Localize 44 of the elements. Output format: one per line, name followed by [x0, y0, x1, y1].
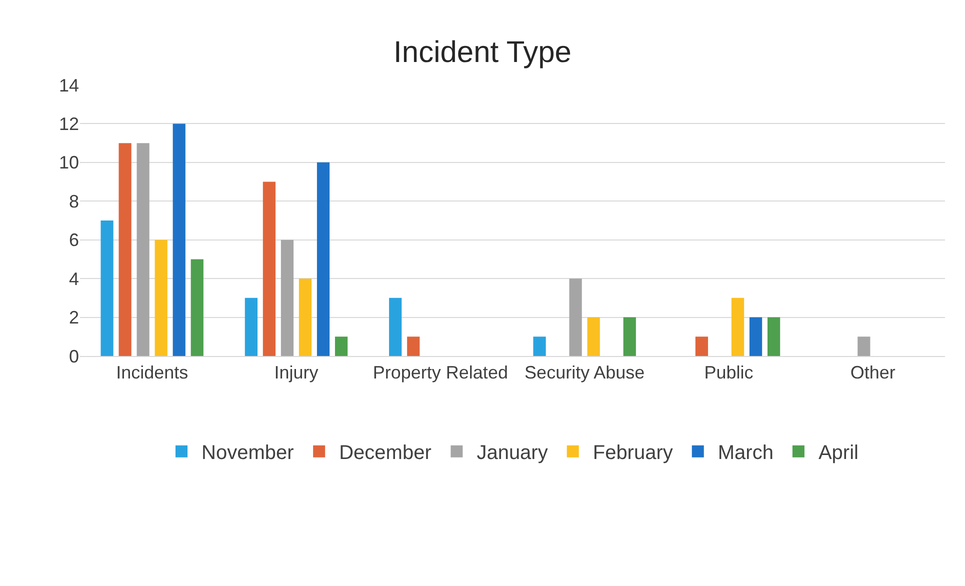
bar	[533, 336, 546, 356]
bar	[118, 143, 132, 356]
bar	[858, 336, 870, 356]
bar	[623, 317, 636, 356]
bar	[190, 259, 204, 356]
y-tick-label: 12	[58, 114, 79, 134]
bar	[172, 124, 186, 356]
y-tick-label: 6	[68, 230, 79, 250]
bar	[695, 336, 708, 356]
bar	[262, 182, 276, 356]
bar	[244, 298, 258, 356]
bar	[154, 240, 168, 356]
y-tick-label: 2	[68, 308, 79, 328]
x-tick-label: Security Abuse	[524, 362, 645, 383]
legend-label: January	[476, 442, 548, 464]
legend-label: April	[818, 442, 858, 464]
chart-title: Incident Type	[394, 36, 572, 70]
bar	[100, 220, 114, 356]
bar	[280, 240, 294, 356]
x-tick-label: Incidents	[116, 362, 188, 383]
bar	[731, 298, 744, 356]
bar	[316, 162, 330, 356]
bar	[334, 336, 348, 356]
y-tick-label: 4	[68, 268, 79, 289]
y-tick-label: 14	[58, 75, 79, 96]
bar	[407, 336, 420, 356]
x-tick-label: Public	[704, 362, 754, 383]
x-tick-label: Property Related	[372, 362, 508, 383]
legend-label: December	[339, 442, 432, 464]
x-tick-label: Injury	[274, 362, 318, 383]
bar	[767, 317, 780, 356]
bar	[298, 278, 312, 356]
bar	[587, 317, 600, 356]
bar	[136, 143, 150, 356]
y-tick-label: 10	[58, 152, 79, 173]
legend-label: March	[718, 442, 774, 464]
y-tick-label: 8	[68, 191, 79, 212]
bar	[569, 278, 582, 356]
bar	[749, 317, 762, 356]
legend-label: February	[592, 442, 673, 464]
legend-label: November	[202, 442, 294, 464]
x-tick-label: Other	[850, 362, 896, 383]
y-tick-label: 0	[68, 346, 79, 366]
bar	[389, 298, 402, 356]
